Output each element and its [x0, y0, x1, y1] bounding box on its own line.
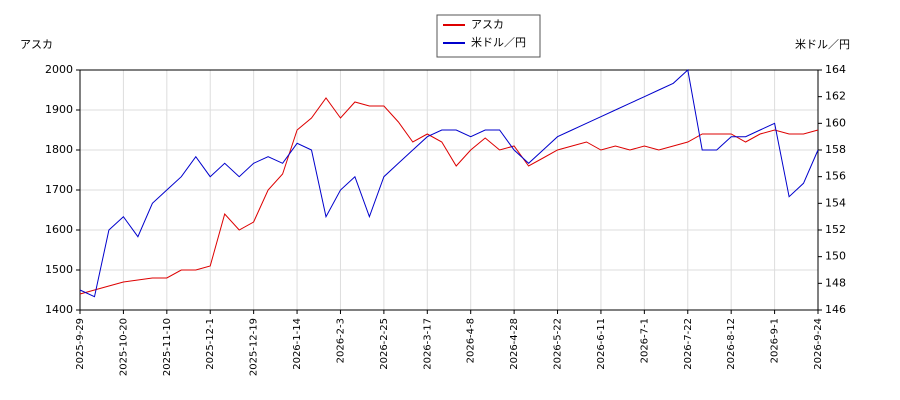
x-tick-label: 2025-12-19 [249, 318, 260, 376]
x-tick-label: 2026-4-8 [466, 318, 477, 363]
legend-label: アスカ [471, 18, 504, 31]
y2-tick-label: 146 [825, 303, 846, 316]
y2-tick-label: 164 [825, 63, 846, 76]
y2-tick-label: 162 [825, 90, 846, 103]
x-tick-label: 2025-11-10 [162, 318, 173, 376]
x-tick-label: 2026-5-22 [553, 318, 564, 370]
x-tick-label: 2025-10-20 [118, 318, 129, 376]
x-tick-label: 2026-8-12 [726, 318, 737, 370]
series-line [79, 69, 819, 298]
x-tick-label: 2026-7-1 [639, 318, 650, 363]
y-tick-label: 1500 [45, 263, 73, 276]
x-tick-label: 2026-4-28 [509, 318, 520, 370]
y2-tick-label: 154 [825, 196, 846, 209]
x-tick-label: 2025-12-1 [205, 318, 216, 370]
y-tick-label: 1600 [45, 223, 73, 236]
x-tick-label: 2026-6-11 [596, 318, 607, 370]
legend-label: 米ドル／円 [471, 36, 526, 49]
y2-tick-label: 148 [825, 276, 846, 289]
y2-axis-label: 米ドル／円 [795, 38, 850, 51]
x-tick-label: 2026-2-3 [335, 318, 346, 363]
x-tick-label: 2026-9-1 [770, 318, 781, 363]
x-tick-label: 2026-2-25 [379, 318, 390, 370]
y2-tick-label: 160 [825, 116, 846, 129]
y2-tick-label: 158 [825, 143, 846, 156]
x-tick-label: 2026-3-17 [422, 318, 433, 370]
x-tick-label: 2026-7-22 [683, 318, 694, 370]
plot-frame [79, 69, 819, 311]
x-tick-label: 2026-1-14 [292, 318, 303, 370]
y-tick-label: 1700 [45, 183, 73, 196]
y2-tick-label: 156 [825, 170, 846, 183]
y-tick-label: 1400 [45, 303, 73, 316]
y-tick-label: 1900 [45, 103, 73, 116]
x-tick-label: 2025-9-29 [75, 318, 86, 370]
x-tick-label: 2026-9-24 [813, 318, 824, 370]
y2-tick-label: 150 [825, 250, 846, 263]
y-tick-label: 1800 [45, 143, 73, 156]
legend-box [436, 14, 541, 58]
series-line [79, 97, 819, 295]
y-axis-label: アスカ [20, 38, 53, 51]
y2-tick-label: 152 [825, 223, 846, 236]
y-tick-label: 2000 [45, 63, 73, 76]
